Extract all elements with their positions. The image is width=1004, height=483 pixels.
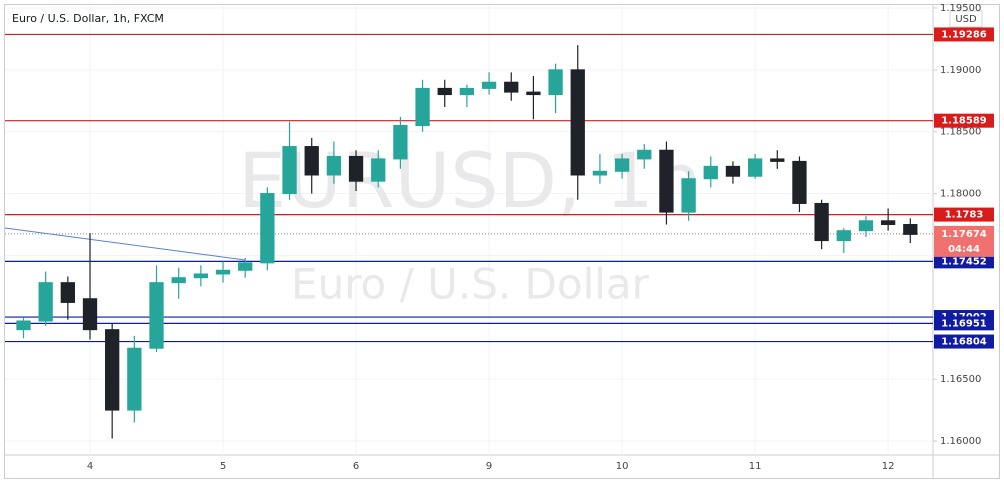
candle-body bbox=[437, 87, 452, 96]
candle-body bbox=[681, 178, 696, 213]
candle-body bbox=[38, 282, 53, 322]
plot-area bbox=[4, 33, 933, 439]
candle-body bbox=[149, 282, 164, 349]
level-label-box bbox=[934, 254, 994, 269]
candle-body bbox=[526, 91, 541, 96]
candle-body bbox=[504, 81, 519, 93]
candle-body bbox=[770, 158, 785, 162]
currency-box bbox=[949, 10, 983, 28]
y-tick-label: 1.19000 bbox=[940, 65, 981, 76]
candle-body bbox=[171, 277, 186, 284]
x-tick-label: 12 bbox=[882, 461, 895, 472]
candle-body bbox=[637, 149, 652, 160]
chart-title: Euro / U.S. Dollar, 1h, FXCM bbox=[12, 12, 164, 25]
candle-body bbox=[570, 69, 585, 176]
frame bbox=[4, 4, 1000, 479]
last-price-box bbox=[934, 225, 994, 257]
candle-body bbox=[415, 87, 430, 127]
candle-body bbox=[371, 158, 386, 182]
candle-body bbox=[903, 223, 918, 235]
level-label-box bbox=[934, 207, 994, 222]
candle-body bbox=[659, 149, 674, 213]
candle-body bbox=[614, 158, 630, 172]
level-label: 1.1783 bbox=[945, 210, 984, 221]
candle-body bbox=[858, 220, 874, 232]
trendline bbox=[4, 227, 246, 261]
candle-body bbox=[105, 329, 120, 411]
level-label: 1.17452 bbox=[941, 256, 987, 267]
level-label-box bbox=[934, 316, 994, 331]
x-tick-label: 6 bbox=[353, 461, 359, 472]
candle-body bbox=[725, 165, 741, 177]
level-label: 1.16804 bbox=[941, 337, 987, 348]
level-label: 1.16951 bbox=[941, 318, 987, 329]
watermark-subtitle: Euro / U.S. Dollar bbox=[291, 260, 650, 309]
candle-body bbox=[326, 155, 342, 176]
candle-body bbox=[238, 262, 253, 271]
candle-body bbox=[60, 282, 75, 303]
y-tick-label: 1.18500 bbox=[940, 127, 981, 138]
y-tick-label: 1.16500 bbox=[940, 374, 981, 385]
y-tick-label: 1.16000 bbox=[940, 436, 981, 447]
candle-body bbox=[282, 146, 297, 195]
candle-body bbox=[393, 125, 408, 160]
candle-body bbox=[16, 320, 31, 331]
x-tick-label: 10 bbox=[616, 461, 629, 472]
candle-body bbox=[836, 230, 851, 242]
candle-body bbox=[348, 155, 364, 182]
x-tick-label: 5 bbox=[220, 461, 226, 472]
y-tick-label: 1.18000 bbox=[940, 189, 981, 200]
x-tick-label: 9 bbox=[486, 461, 492, 472]
y-tick-label: 1.19500 bbox=[940, 3, 981, 14]
candle-body bbox=[592, 170, 608, 176]
candle-body bbox=[481, 81, 497, 89]
level-label-box bbox=[934, 334, 994, 349]
last-price-label: 1.17674 bbox=[941, 229, 987, 240]
level-label: 1.19286 bbox=[941, 29, 987, 40]
candle-body bbox=[127, 347, 142, 411]
candle-body bbox=[304, 146, 319, 176]
candle-body bbox=[193, 273, 209, 279]
candle-body bbox=[703, 165, 718, 180]
grid bbox=[5, 5, 937, 455]
candle-body bbox=[548, 69, 563, 96]
currency: USD bbox=[955, 14, 977, 25]
candle-body bbox=[814, 202, 829, 242]
candle-body bbox=[459, 87, 475, 96]
x-tick-label: 11 bbox=[749, 461, 762, 472]
level-label-box bbox=[934, 113, 994, 128]
level-label: 1.18589 bbox=[941, 116, 987, 127]
candle-body bbox=[215, 269, 231, 275]
candle-body bbox=[260, 193, 275, 264]
candle-body bbox=[792, 160, 807, 204]
countdown: 04:44 bbox=[948, 244, 980, 255]
level-label-box bbox=[934, 27, 994, 42]
candle-body bbox=[747, 158, 763, 177]
candle-body bbox=[82, 298, 98, 331]
x-tick-label: 4 bbox=[87, 461, 93, 472]
candle-body bbox=[880, 220, 896, 225]
